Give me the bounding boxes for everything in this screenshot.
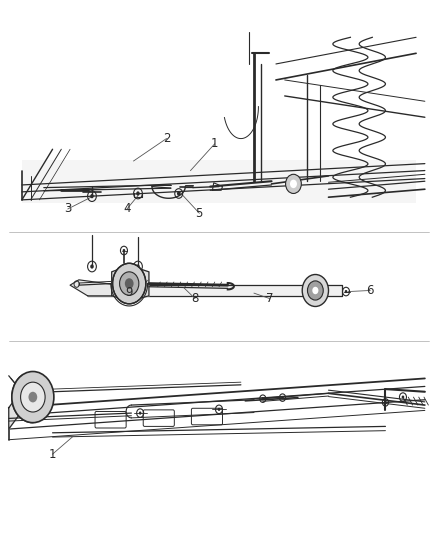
Polygon shape bbox=[70, 280, 118, 296]
Circle shape bbox=[281, 396, 284, 399]
Text: 6: 6 bbox=[366, 284, 374, 297]
Circle shape bbox=[90, 194, 94, 198]
Circle shape bbox=[312, 287, 318, 294]
Text: 4: 4 bbox=[123, 203, 131, 215]
FancyBboxPatch shape bbox=[22, 160, 416, 203]
Circle shape bbox=[384, 401, 387, 404]
Circle shape bbox=[402, 395, 404, 399]
Circle shape bbox=[345, 290, 347, 293]
Text: 7: 7 bbox=[265, 292, 273, 305]
Circle shape bbox=[307, 281, 323, 300]
FancyBboxPatch shape bbox=[191, 408, 223, 425]
Circle shape bbox=[177, 191, 180, 196]
Polygon shape bbox=[9, 384, 26, 429]
Circle shape bbox=[21, 382, 45, 412]
Circle shape bbox=[136, 264, 140, 269]
Circle shape bbox=[302, 274, 328, 306]
Text: 8: 8 bbox=[191, 292, 198, 305]
Polygon shape bbox=[112, 265, 149, 301]
Text: 2: 2 bbox=[162, 132, 170, 145]
FancyBboxPatch shape bbox=[95, 411, 126, 428]
Text: 1: 1 bbox=[49, 448, 57, 461]
Text: 9: 9 bbox=[125, 286, 133, 298]
Circle shape bbox=[113, 263, 146, 304]
Circle shape bbox=[123, 249, 125, 252]
Circle shape bbox=[139, 411, 141, 415]
FancyBboxPatch shape bbox=[143, 410, 174, 426]
Text: 1: 1 bbox=[211, 138, 219, 150]
Circle shape bbox=[136, 191, 140, 196]
Circle shape bbox=[218, 408, 220, 411]
Circle shape bbox=[290, 180, 297, 188]
Circle shape bbox=[12, 372, 54, 423]
Circle shape bbox=[261, 397, 264, 400]
Polygon shape bbox=[88, 285, 342, 296]
Circle shape bbox=[286, 174, 301, 193]
Circle shape bbox=[28, 392, 37, 402]
Circle shape bbox=[120, 272, 139, 295]
Text: 5: 5 bbox=[196, 207, 203, 220]
Circle shape bbox=[125, 278, 134, 289]
Text: 3: 3 bbox=[64, 203, 71, 215]
Circle shape bbox=[90, 264, 94, 269]
